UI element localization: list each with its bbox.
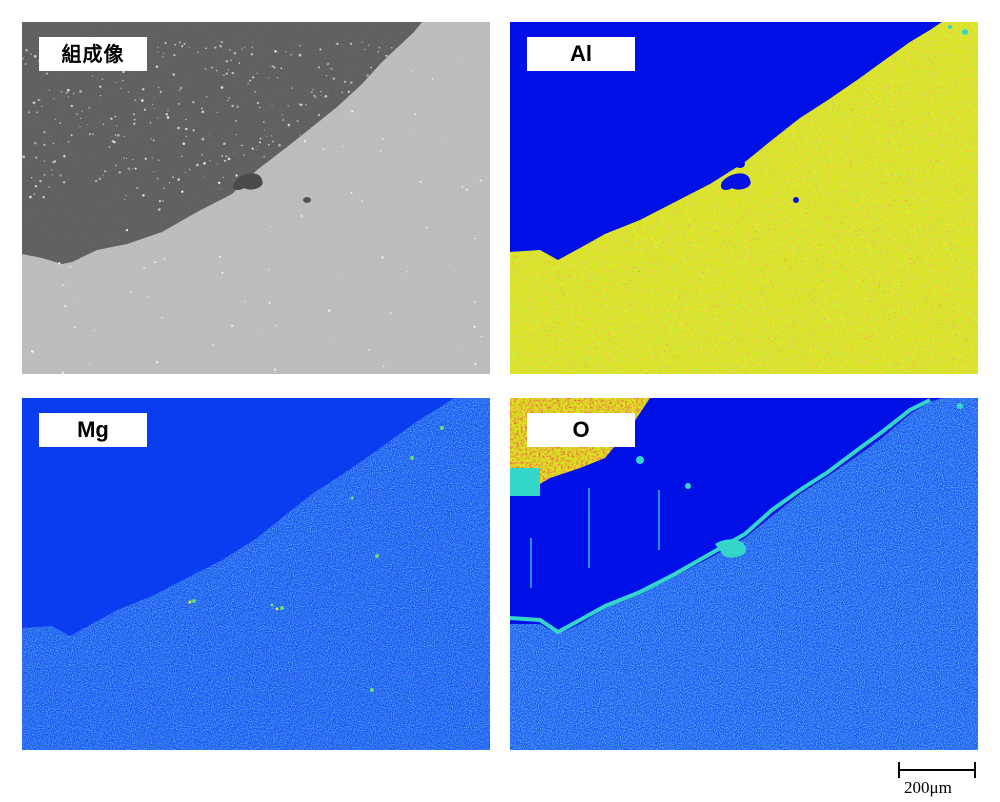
- mg-label: Mg: [39, 413, 147, 447]
- mg-map-panel: Mg: [22, 398, 490, 750]
- mg-map: [22, 398, 490, 750]
- al-map: [510, 22, 978, 374]
- scale-bar-label: 200μm: [904, 778, 952, 797]
- o-map: [510, 398, 978, 750]
- o-map-panel: O: [510, 398, 978, 750]
- al-label: Al: [527, 37, 635, 71]
- scale-bar-line: [899, 769, 975, 771]
- o-label: O: [527, 413, 635, 447]
- scale-bar: 200μm: [898, 760, 978, 800]
- composition-image: [22, 22, 490, 374]
- al-map-panel: Al: [510, 22, 978, 374]
- composition-label: 組成像: [39, 37, 147, 71]
- composition-image-panel: 組成像: [22, 22, 490, 374]
- scale-bar-tick-right: [974, 762, 976, 778]
